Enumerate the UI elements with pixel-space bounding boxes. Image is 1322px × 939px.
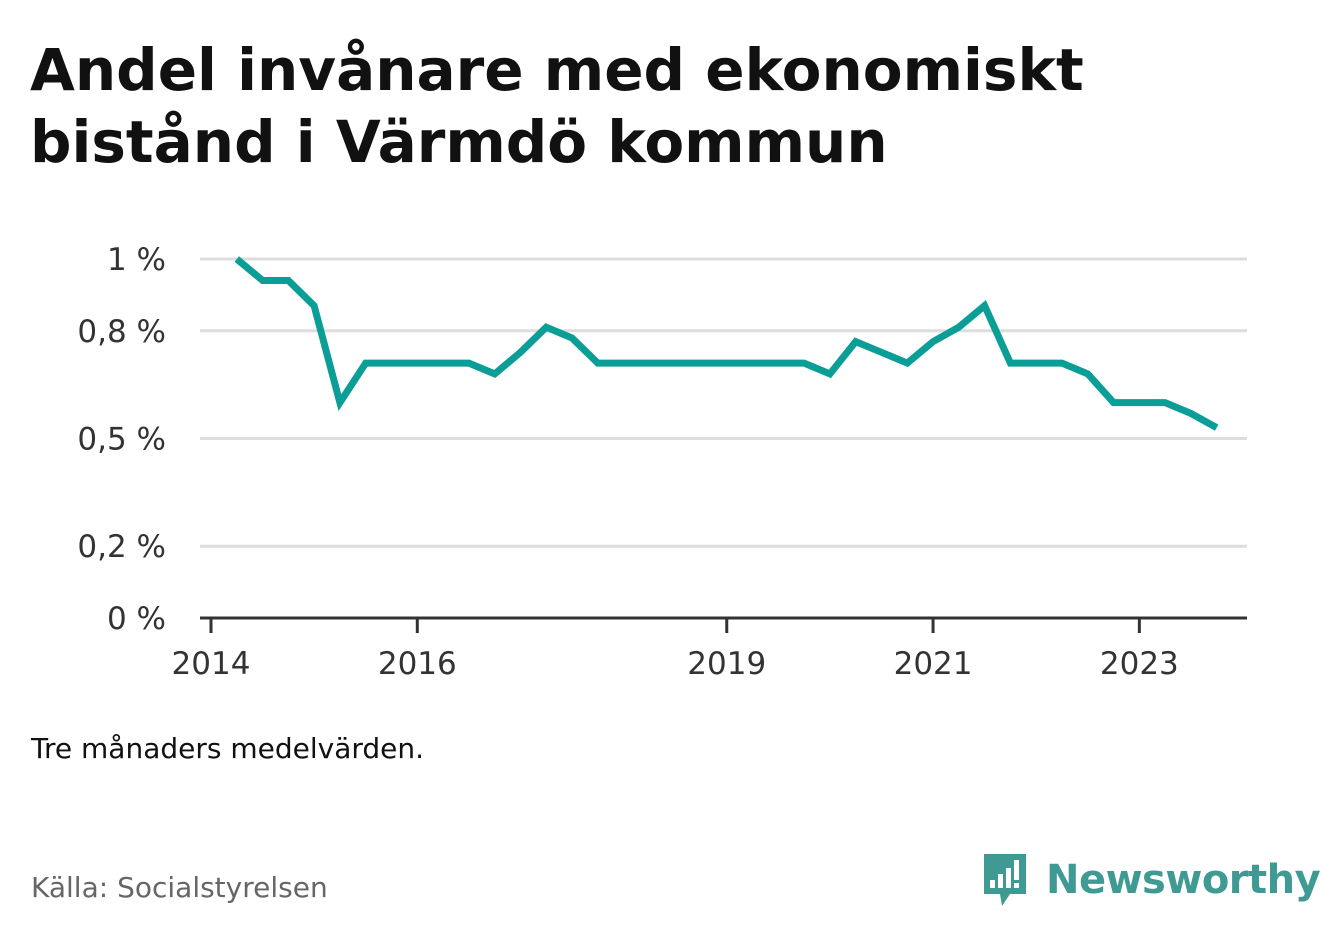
y-tick-label: 0,8 % bbox=[77, 314, 166, 350]
newsworthy-logo-icon bbox=[984, 854, 1026, 906]
gridlines bbox=[200, 257, 1247, 548]
y-tick-label: 0 % bbox=[107, 601, 166, 637]
x-axis bbox=[200, 616, 1247, 633]
y-axis-labels: 0 % 0,2 % 0,5 % 0,8 % 1 % bbox=[77, 242, 166, 637]
x-tick-label: 2023 bbox=[1100, 646, 1179, 682]
y-tick-label: 1 % bbox=[107, 242, 166, 278]
x-tick-label: 2019 bbox=[687, 646, 766, 682]
source-text: Källa: Socialstyrelsen bbox=[31, 871, 328, 904]
chart-title: Andel invånare med ekonomiskt bistånd i … bbox=[30, 36, 1084, 176]
chart-note: Tre månaders medelvärden. bbox=[31, 732, 425, 765]
x-tick-label: 2021 bbox=[894, 646, 973, 682]
series-line bbox=[234, 256, 1219, 431]
x-tick-label: 2014 bbox=[172, 646, 251, 682]
x-axis-labels: 2014 2016 2019 2021 2023 bbox=[172, 646, 1179, 682]
brand-name: Newsworthy bbox=[1046, 857, 1321, 903]
y-tick-label: 0,2 % bbox=[77, 529, 166, 565]
line-chart: 0 %0,2 %0,5 %0,8 %1 % 2014 2016 2019 2021 20… bbox=[77, 242, 1247, 682]
y-tick-label: 0,5 % bbox=[77, 422, 166, 458]
brand-logo[interactable]: Newsworthy bbox=[980, 848, 1321, 912]
series-layer bbox=[234, 256, 1219, 431]
x-tick-label: 2016 bbox=[378, 646, 457, 682]
